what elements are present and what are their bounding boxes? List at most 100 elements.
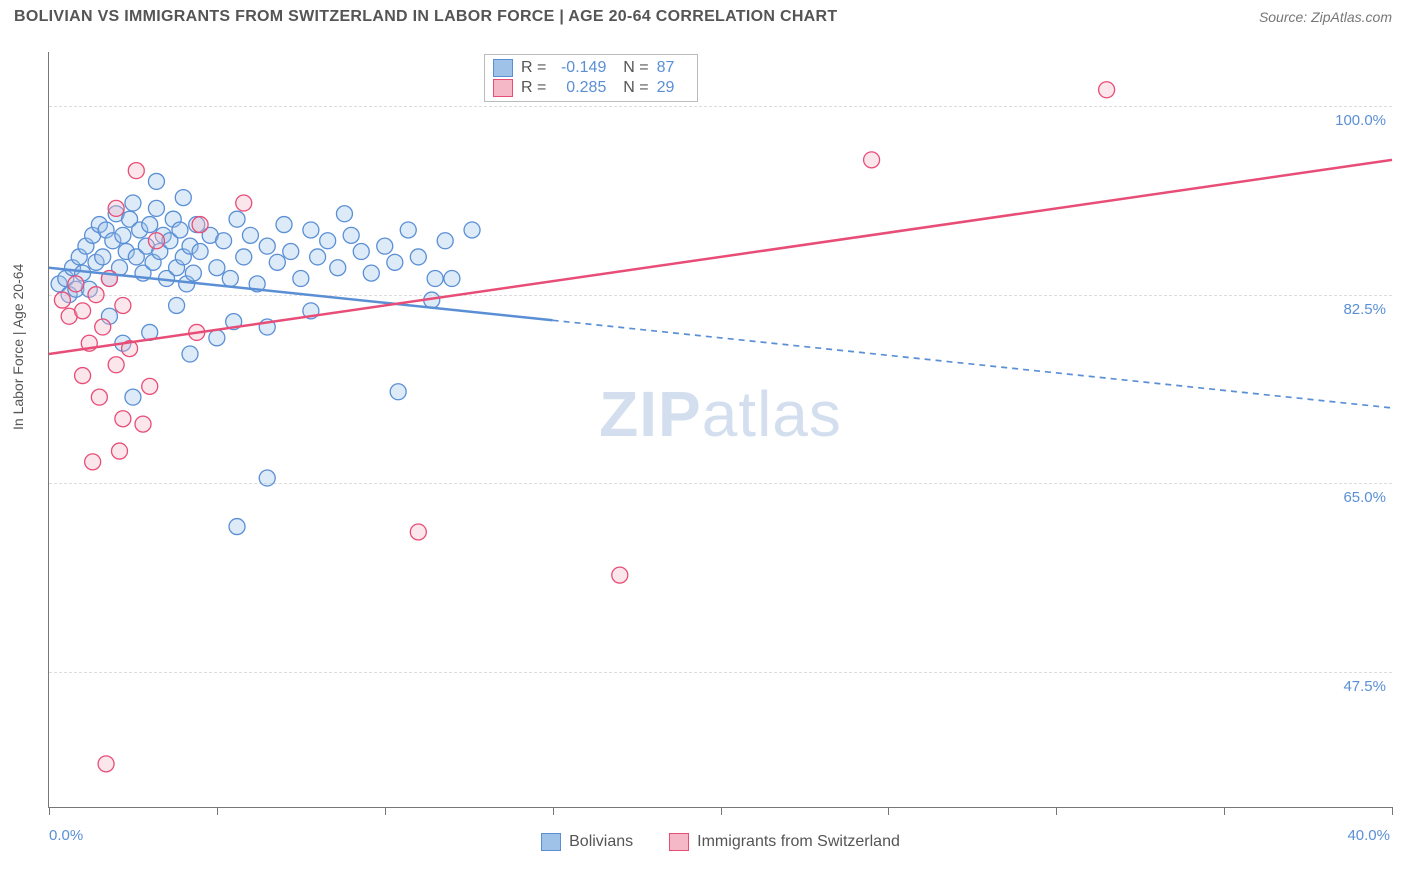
- scatter-point-swiss: [236, 195, 252, 211]
- scatter-point-swiss: [135, 416, 151, 432]
- swatch-bolivians: [493, 59, 513, 77]
- scatter-point-bolivians: [400, 222, 416, 238]
- scatter-point-swiss: [108, 357, 124, 373]
- scatter-point-bolivians: [222, 271, 238, 287]
- legend-label-swiss: Immigrants from Switzerland: [697, 833, 900, 851]
- page-title: BOLIVIAN VS IMMIGRANTS FROM SWITZERLAND …: [14, 8, 837, 26]
- x-tick: [1224, 807, 1225, 815]
- stat-label-n: N =: [614, 59, 648, 77]
- scatter-point-bolivians: [410, 249, 426, 265]
- stat-label-r: R =: [521, 79, 546, 97]
- scatter-point-swiss: [142, 378, 158, 394]
- scatter-point-swiss: [75, 303, 91, 319]
- scatter-point-bolivians: [209, 330, 225, 346]
- source-prefix: Source:: [1259, 9, 1311, 25]
- scatter-point-bolivians: [293, 271, 309, 287]
- scatter-point-swiss: [410, 524, 426, 540]
- correlation-stats-box: R = -0.149 N = 87 R = 0.285 N = 29: [484, 54, 698, 102]
- trend-line-dashed-bolivians: [553, 320, 1392, 408]
- x-tick: [1056, 807, 1057, 815]
- stat-r-swiss: 0.285: [554, 79, 606, 97]
- scatter-point-swiss: [85, 454, 101, 470]
- scatter-point-bolivians: [336, 206, 352, 222]
- scatter-point-bolivians: [269, 254, 285, 270]
- scatter-point-swiss: [192, 217, 208, 233]
- swatch-swiss: [493, 79, 513, 97]
- scatter-point-swiss: [95, 319, 111, 335]
- scatter-point-swiss: [68, 276, 84, 292]
- scatter-point-swiss: [108, 200, 124, 216]
- legend-swatch-bolivians: [541, 833, 561, 851]
- x-tick: [49, 807, 50, 815]
- legend-swatch-swiss: [669, 833, 689, 851]
- scatter-point-bolivians: [387, 254, 403, 270]
- scatter-point-bolivians: [142, 217, 158, 233]
- scatter-point-bolivians: [353, 244, 369, 260]
- scatter-point-bolivians: [437, 233, 453, 249]
- scatter-point-swiss: [612, 567, 628, 583]
- stat-n-swiss: 29: [657, 79, 685, 97]
- x-tick: [385, 807, 386, 815]
- scatter-point-bolivians: [343, 227, 359, 243]
- x-tick: [1392, 807, 1393, 815]
- scatter-point-bolivians: [115, 227, 131, 243]
- scatter-point-bolivians: [259, 470, 275, 486]
- scatter-point-swiss: [115, 297, 131, 313]
- scatter-point-bolivians: [95, 249, 111, 265]
- scatter-point-swiss: [54, 292, 70, 308]
- scatter-point-swiss: [112, 443, 128, 459]
- stat-label-r: R =: [521, 59, 546, 77]
- stat-r-bolivians: -0.149: [554, 59, 606, 77]
- scatter-point-swiss: [1099, 82, 1115, 98]
- legend-item-swiss: Immigrants from Switzerland: [669, 833, 900, 851]
- scatter-point-bolivians: [216, 233, 232, 249]
- stat-label-n: N =: [614, 79, 648, 97]
- bottom-legend: Bolivians Immigrants from Switzerland: [49, 833, 1392, 851]
- stats-row-swiss: R = 0.285 N = 29: [493, 78, 685, 98]
- scatter-point-swiss: [75, 368, 91, 384]
- scatter-point-bolivians: [182, 346, 198, 362]
- stats-row-bolivians: R = -0.149 N = 87: [493, 58, 685, 78]
- scatter-point-bolivians: [209, 260, 225, 276]
- scatter-point-swiss: [88, 287, 104, 303]
- chart-area: ZIPatlas R = -0.149 N = 87 R = 0.285 N =…: [48, 52, 1392, 808]
- scatter-point-bolivians: [390, 384, 406, 400]
- scatter-point-bolivians: [125, 195, 141, 211]
- x-tick: [553, 807, 554, 815]
- scatter-point-bolivians: [427, 271, 443, 287]
- source-attribution: Source: ZipAtlas.com: [1259, 9, 1392, 25]
- scatter-point-bolivians: [229, 519, 245, 535]
- scatter-point-bolivians: [283, 244, 299, 260]
- scatter-point-bolivians: [320, 233, 336, 249]
- header: BOLIVIAN VS IMMIGRANTS FROM SWITZERLAND …: [0, 0, 1406, 32]
- x-tick-label: 0.0%: [49, 827, 83, 844]
- scatter-point-bolivians: [172, 222, 188, 238]
- scatter-point-bolivians: [175, 190, 191, 206]
- scatter-point-bolivians: [276, 217, 292, 233]
- x-tick: [217, 807, 218, 815]
- scatter-point-bolivians: [363, 265, 379, 281]
- scatter-point-bolivians: [185, 265, 201, 281]
- scatter-point-bolivians: [229, 211, 245, 227]
- legend-label-bolivians: Bolivians: [569, 833, 633, 851]
- legend-item-bolivians: Bolivians: [541, 833, 633, 851]
- stat-n-bolivians: 87: [657, 59, 685, 77]
- scatter-point-bolivians: [236, 249, 252, 265]
- scatter-point-swiss: [98, 756, 114, 772]
- scatter-point-bolivians: [310, 249, 326, 265]
- scatter-point-swiss: [128, 163, 144, 179]
- scatter-point-bolivians: [148, 200, 164, 216]
- x-tick: [888, 807, 889, 815]
- scatter-point-bolivians: [303, 222, 319, 238]
- scatter-point-swiss: [148, 233, 164, 249]
- scatter-point-bolivians: [259, 238, 275, 254]
- scatter-point-bolivians: [444, 271, 460, 287]
- scatter-point-bolivians: [330, 260, 346, 276]
- scatter-point-bolivians: [377, 238, 393, 254]
- scatter-point-bolivians: [125, 389, 141, 405]
- y-axis-label: In Labor Force | Age 20-64: [10, 264, 26, 430]
- scatter-plot: [49, 52, 1392, 807]
- scatter-point-bolivians: [464, 222, 480, 238]
- source-name: ZipAtlas.com: [1311, 9, 1392, 25]
- scatter-point-bolivians: [148, 173, 164, 189]
